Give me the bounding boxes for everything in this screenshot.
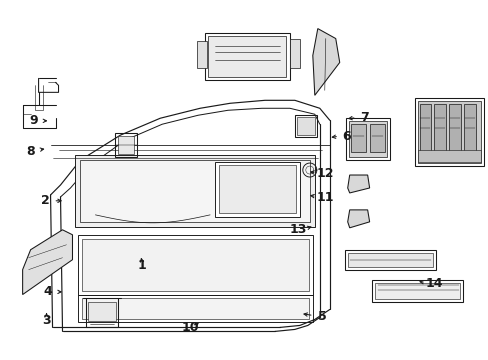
Text: 14: 14 <box>425 278 443 291</box>
Bar <box>81 160 309 222</box>
Bar <box>197 41 207 68</box>
Bar <box>433 104 446 156</box>
Bar <box>296 117 314 135</box>
Bar <box>448 104 461 156</box>
Bar <box>82 298 308 319</box>
Bar <box>78 235 312 294</box>
Text: 4: 4 <box>43 285 52 298</box>
Bar <box>348 121 386 157</box>
Polygon shape <box>312 28 339 95</box>
Bar <box>118 136 134 154</box>
Bar <box>344 250 436 270</box>
Text: 6: 6 <box>342 130 350 143</box>
Bar <box>88 302 116 321</box>
Bar <box>294 115 316 137</box>
Bar <box>464 104 475 156</box>
Text: 7: 7 <box>359 111 368 124</box>
Polygon shape <box>22 230 72 294</box>
Text: 8: 8 <box>26 145 35 158</box>
Bar <box>419 104 430 156</box>
Bar <box>115 133 137 157</box>
Bar <box>414 98 483 166</box>
Bar <box>417 150 480 162</box>
Bar <box>78 294 312 323</box>
Text: 10: 10 <box>181 321 198 334</box>
Bar <box>345 118 389 160</box>
Bar <box>289 39 299 68</box>
Text: 9: 9 <box>29 114 38 127</box>
Bar <box>347 253 432 267</box>
Text: 12: 12 <box>316 167 333 180</box>
Bar <box>208 36 285 77</box>
Bar <box>371 280 463 302</box>
Text: 13: 13 <box>289 223 306 236</box>
Bar <box>215 162 299 217</box>
Bar <box>75 155 314 227</box>
Bar <box>350 124 365 152</box>
Bar <box>369 124 384 152</box>
Bar <box>82 239 308 291</box>
Bar <box>219 165 295 213</box>
Text: 5: 5 <box>318 310 326 323</box>
Polygon shape <box>347 210 369 228</box>
Text: 11: 11 <box>316 191 333 204</box>
Text: 2: 2 <box>41 194 50 207</box>
Bar <box>204 32 289 80</box>
Bar <box>417 101 480 163</box>
Bar <box>374 283 459 298</box>
Text: 3: 3 <box>42 314 51 327</box>
Text: 1: 1 <box>138 259 146 272</box>
Polygon shape <box>347 175 369 193</box>
